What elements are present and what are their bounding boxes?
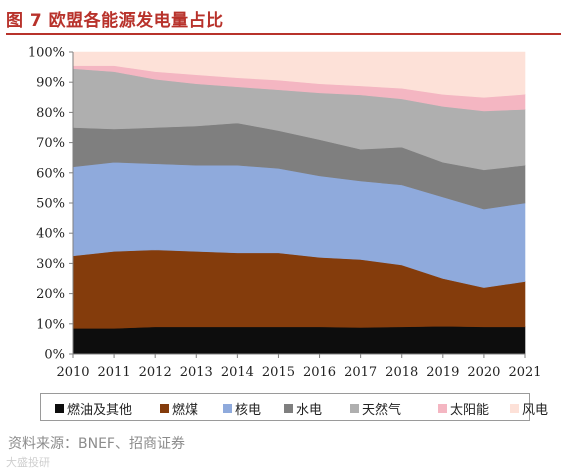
x-tick-label: 2017 <box>344 365 377 380</box>
x-tick-label: 2010 <box>56 365 89 380</box>
legend-label: 燃油及其他 <box>67 403 133 418</box>
x-tick-label: 2016 <box>303 365 336 380</box>
stacked-area-chart: 0% 10% 20% 30% 40% 50% 60% 70% 80% 90% 100% 2010 201… <box>28 46 542 381</box>
chart-legend: 燃油及其他 燃煤 核电 水电 天然气 太阳能 风电 <box>40 393 548 421</box>
title-divider <box>6 33 561 35</box>
figure-title: 图 7 欧盟各能源发电量占比 <box>6 11 224 31</box>
x-tick-label: 2019 <box>426 365 459 380</box>
y-tick-label: 0% <box>44 348 65 363</box>
y-tick-label: 50% <box>36 197 65 212</box>
y-tick-label: 30% <box>36 257 65 272</box>
x-tick-label: 2014 <box>221 365 254 380</box>
legend-item: 水电 <box>284 399 323 418</box>
legend-item: 太阳能 <box>438 399 490 418</box>
y-tick-label: 90% <box>36 76 65 91</box>
area-series-6 <box>72 51 526 98</box>
y-tick-label: 10% <box>36 317 65 332</box>
x-tick-label: 2011 <box>98 365 131 380</box>
legend-swatch <box>438 404 447 413</box>
area-series-0 <box>72 325 526 355</box>
y-tick-label: 70% <box>36 136 65 151</box>
legend-swatch <box>510 404 519 413</box>
legend-swatch <box>160 404 169 413</box>
x-tick-label: 2015 <box>262 365 295 380</box>
legend-swatch <box>55 404 64 413</box>
y-tick-label: 100% <box>28 46 65 61</box>
legend-label: 水电 <box>296 403 323 418</box>
legend-swatch <box>223 404 232 413</box>
legend-item: 风电 <box>510 399 549 418</box>
legend-label: 风电 <box>522 403 549 418</box>
legend-item: 燃油及其他 <box>55 399 133 418</box>
legend-swatch <box>284 404 293 413</box>
legend-label: 天然气 <box>362 403 402 418</box>
figure-header: 图 7 欧盟各能源发电量占比 <box>6 6 561 35</box>
legend-label: 核电 <box>235 403 262 418</box>
legend-item: 天然气 <box>350 399 402 418</box>
y-tick-label: 60% <box>36 166 65 181</box>
y-tick-label: 20% <box>36 287 65 302</box>
legend-item: 燃煤 <box>160 399 199 418</box>
source-note: 资料来源：BNEF、招商证券 <box>8 436 185 452</box>
legend-label: 太阳能 <box>450 403 490 418</box>
x-tick-label: 2018 <box>385 365 418 380</box>
x-tick-label: 2012 <box>139 365 172 380</box>
watermark-text: 大盛投研 <box>6 456 50 469</box>
x-tick-label: 2020 <box>467 365 500 380</box>
y-tick-label: 40% <box>36 227 65 242</box>
legend-label: 燃煤 <box>172 403 199 418</box>
legend-swatch <box>350 404 359 413</box>
x-tick-label: 2021 <box>508 365 541 380</box>
legend-item: 核电 <box>223 399 262 418</box>
x-tick-label: 2013 <box>180 365 213 380</box>
y-tick-label: 80% <box>36 106 65 121</box>
